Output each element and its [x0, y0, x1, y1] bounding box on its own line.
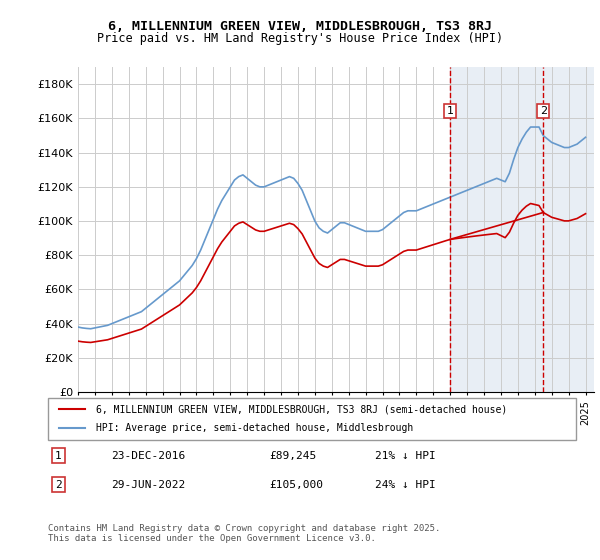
Bar — [450, 67, 594, 392]
Text: 23-DEC-2016: 23-DEC-2016 — [112, 451, 185, 461]
Text: 1: 1 — [446, 106, 454, 116]
Text: 2: 2 — [539, 106, 547, 116]
Text: 6, MILLENNIUM GREEN VIEW, MIDDLESBROUGH, TS3 8RJ (semi-detached house): 6, MILLENNIUM GREEN VIEW, MIDDLESBROUGH,… — [95, 404, 507, 414]
Text: 21% ↓ HPI: 21% ↓ HPI — [376, 451, 436, 461]
Text: Price paid vs. HM Land Registry's House Price Index (HPI): Price paid vs. HM Land Registry's House … — [97, 32, 503, 45]
Text: 6, MILLENNIUM GREEN VIEW, MIDDLESBROUGH, TS3 8RJ: 6, MILLENNIUM GREEN VIEW, MIDDLESBROUGH,… — [108, 20, 492, 32]
Text: 1: 1 — [55, 451, 62, 461]
Text: £105,000: £105,000 — [270, 480, 324, 489]
Text: 29-JUN-2022: 29-JUN-2022 — [112, 480, 185, 489]
Text: Contains HM Land Registry data © Crown copyright and database right 2025.
This d: Contains HM Land Registry data © Crown c… — [48, 524, 440, 543]
Text: HPI: Average price, semi-detached house, Middlesbrough: HPI: Average price, semi-detached house,… — [95, 423, 413, 433]
Text: 24% ↓ HPI: 24% ↓ HPI — [376, 480, 436, 489]
Text: £89,245: £89,245 — [270, 451, 317, 461]
Text: 2: 2 — [55, 480, 62, 489]
FancyBboxPatch shape — [48, 398, 576, 440]
